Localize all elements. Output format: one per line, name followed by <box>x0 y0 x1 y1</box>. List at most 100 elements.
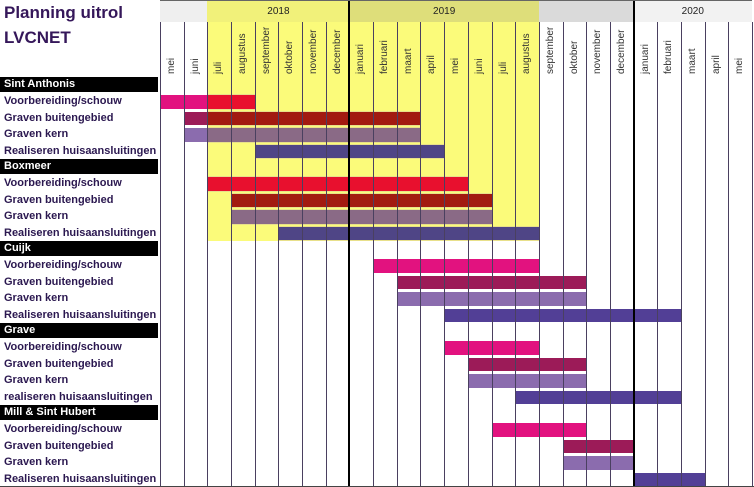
month-label-text: januari <box>355 43 367 74</box>
task-label: Voorbereiding/schouw <box>4 259 122 272</box>
gantt-bar-cell <box>467 209 493 225</box>
month-label-text: juli <box>213 61 225 74</box>
gantt-bar-cell <box>396 176 422 192</box>
gantt-bar-cell <box>444 192 469 209</box>
task-label: Graven buitengebied <box>4 439 114 452</box>
month-label: oktober <box>563 22 587 76</box>
gantt-bar-cell <box>609 438 635 455</box>
grid-line <box>752 22 753 487</box>
gantt-bar-cell <box>207 127 233 143</box>
gantt-bar-cell <box>491 356 517 373</box>
task-label: Realiseren huisaansluitingen <box>4 226 157 239</box>
grid-line <box>562 22 564 487</box>
gantt-bar-cell <box>633 389 659 405</box>
gantt-bar-cell <box>396 225 422 241</box>
gantt-bar-cell <box>562 422 588 438</box>
month-label: februari <box>373 22 397 76</box>
gantt-bar-cell <box>491 307 517 323</box>
month-label: september <box>539 22 563 76</box>
gantt-bar-cell <box>278 110 304 127</box>
gantt-bar-cell <box>373 176 398 192</box>
gantt-bar-cell <box>467 356 493 373</box>
grid-line <box>467 22 469 487</box>
month-label-text: mei <box>450 57 462 74</box>
frame-top <box>160 0 752 1</box>
month-label-text: augustus <box>521 33 533 74</box>
month-label: februari <box>657 22 681 76</box>
month-label-text: juni <box>473 58 485 74</box>
month-label: mei <box>728 22 752 76</box>
gantt-bar-cell <box>254 143 280 159</box>
gantt-bar-cell <box>349 143 375 159</box>
gantt-bar-cell <box>515 340 540 356</box>
gantt-bar-cell <box>491 274 517 291</box>
gantt-bar-cell <box>254 209 280 225</box>
grid-line <box>373 22 375 487</box>
gantt-bar-cell <box>420 225 446 241</box>
task-label: Graven kern <box>4 292 69 305</box>
year-band <box>160 0 208 22</box>
gantt-bar-cell <box>444 340 469 356</box>
gantt-bar-cell <box>278 143 304 159</box>
month-label-text: april <box>710 55 722 74</box>
grid-line <box>609 22 611 487</box>
gantt-bar-cell <box>515 258 540 274</box>
task-label: Graven buitengebied <box>4 275 114 288</box>
gantt-bar-cell <box>467 274 493 291</box>
month-label-text: maart <box>402 48 414 74</box>
year-band <box>538 0 634 22</box>
gantt-bar-cell <box>633 307 659 323</box>
month-label-text: december <box>615 29 627 74</box>
chart-subtitle: LVCNET <box>4 28 71 47</box>
gantt-bar-cell <box>302 143 327 159</box>
gantt-bar-cell <box>467 307 493 323</box>
month-label: maart <box>681 22 705 76</box>
gantt-bar-cell <box>444 258 469 274</box>
gantt-bar-cell <box>609 389 635 405</box>
month-label-text: april <box>426 55 438 74</box>
gantt-bar-cell <box>420 258 446 274</box>
month-label: juli <box>207 22 231 76</box>
grid-line <box>491 22 493 487</box>
gantt-bar-cell <box>657 307 682 323</box>
grid-line <box>160 22 161 487</box>
year-divider <box>348 0 351 487</box>
gantt-bar-cell <box>420 274 446 291</box>
gantt-bar-cell <box>491 225 517 241</box>
gantt-bar-cell <box>609 307 635 323</box>
task-label: realiseren huisaansluitingen <box>4 390 153 403</box>
gantt-bar-cell <box>538 274 564 291</box>
grid-line <box>207 22 209 487</box>
gantt-bar-cell <box>420 291 446 307</box>
gantt-bar-cell <box>396 258 422 274</box>
task-label: Realiseren huisaansluitingen <box>4 144 157 157</box>
gantt-bar-cell <box>538 422 564 438</box>
section-header: Mill & Sint Hubert <box>0 405 158 421</box>
gantt-bar-cell <box>349 176 375 192</box>
gantt-bar-cell <box>515 356 540 373</box>
gantt-bar-cell <box>420 143 446 159</box>
gantt-bar-cell <box>325 110 351 127</box>
gantt-bar-cell <box>278 127 304 143</box>
task-label: Graven buitengebied <box>4 193 114 206</box>
gantt-bar-cell <box>538 356 564 373</box>
gantt-bar-cell <box>325 192 351 209</box>
section-header: Cuijk <box>0 241 158 257</box>
gantt-bar-cell <box>467 373 493 389</box>
gantt-bar-cell <box>444 176 469 192</box>
month-label: augustus <box>231 22 255 76</box>
task-label: Voorbereiding/schouw <box>4 423 122 436</box>
gantt-bar-cell <box>325 225 351 241</box>
month-label: juni <box>468 22 492 76</box>
task-label: Voorbereiding/schouw <box>4 341 122 354</box>
gantt-bar-cell <box>325 176 351 192</box>
month-label-text: november <box>308 29 320 74</box>
gantt-bar-cell <box>633 471 659 487</box>
task-label: Realiseren huisaansluitingen <box>4 308 157 321</box>
gantt-bar-cell <box>515 307 540 323</box>
task-label: Graven kern <box>4 374 69 387</box>
gantt-bar-cell <box>183 110 209 127</box>
gantt-bar-cell <box>444 291 469 307</box>
gantt-bar-cell <box>467 258 493 274</box>
grid-line <box>396 22 398 487</box>
